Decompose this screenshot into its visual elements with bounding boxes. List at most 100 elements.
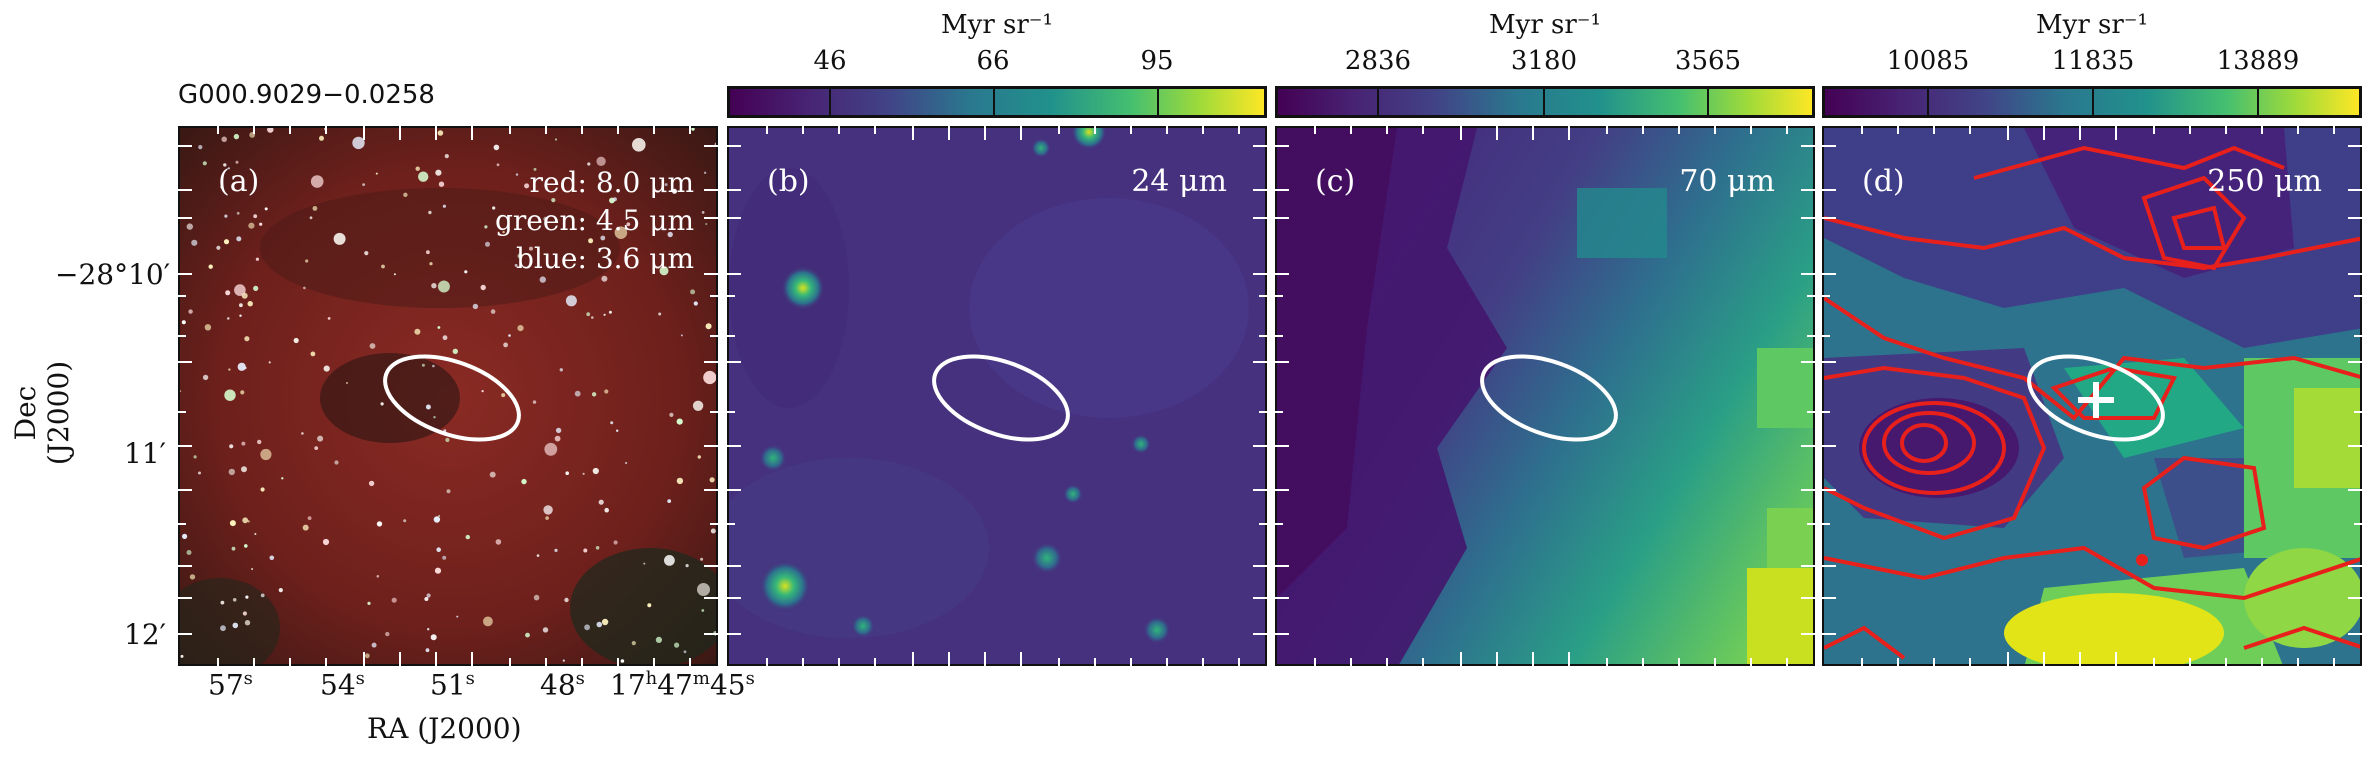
panel-a-legend: red: 8.0 μm green: 4.5 μm blue: 3.6 μm	[495, 164, 694, 278]
star	[260, 487, 265, 492]
colorbar-b	[727, 86, 1267, 118]
star	[592, 467, 599, 475]
star	[426, 250, 430, 255]
star	[303, 286, 306, 290]
star	[508, 334, 511, 337]
ra-tick-51: 51s	[430, 668, 475, 702]
star	[191, 239, 198, 246]
star	[242, 517, 249, 524]
star	[489, 471, 496, 478]
star	[502, 230, 505, 234]
colorbar-unit-b: Myr sr⁻¹	[941, 10, 1053, 40]
star	[244, 620, 251, 626]
colorbar-tick-b-3: 95	[1140, 46, 1174, 76]
star	[333, 232, 346, 245]
star	[437, 130, 444, 136]
star	[496, 163, 500, 167]
star	[364, 251, 369, 256]
star	[267, 128, 274, 133]
star	[701, 211, 705, 214]
star	[327, 317, 331, 320]
star	[680, 334, 683, 337]
star	[334, 460, 339, 465]
legend-blue: blue: 3.6 μm	[516, 242, 694, 275]
star	[314, 446, 319, 450]
star	[375, 172, 378, 175]
star	[223, 239, 230, 245]
star	[302, 524, 309, 531]
star	[591, 392, 597, 397]
colorbar-tick-c-2: 3180	[1510, 46, 1578, 76]
star	[709, 477, 715, 483]
star	[545, 516, 549, 520]
star	[554, 138, 558, 141]
colorbar-unit-d: Myr sr⁻¹	[2036, 10, 2148, 40]
star	[517, 253, 523, 259]
star	[703, 171, 707, 174]
star	[198, 145, 203, 150]
star	[667, 231, 673, 238]
star	[435, 169, 442, 176]
star	[236, 211, 240, 215]
star	[307, 516, 312, 520]
star	[432, 364, 435, 368]
star	[301, 432, 304, 435]
star	[352, 136, 365, 150]
star	[236, 236, 242, 242]
star	[369, 343, 376, 349]
star	[481, 390, 484, 393]
colorbar-b-gradient	[730, 89, 1264, 115]
ra-tick-17h47m45s: 17h47m45s	[610, 668, 755, 702]
star	[223, 163, 227, 167]
star	[596, 156, 606, 166]
star	[544, 442, 558, 456]
ra-tick-48: 48s	[540, 668, 585, 702]
star	[385, 631, 390, 637]
colorbar-tick-c-1: 2836	[1344, 46, 1412, 76]
star	[224, 389, 236, 401]
star	[227, 167, 230, 170]
panel-b-label: (b)	[767, 164, 810, 199]
star	[247, 301, 253, 307]
star	[391, 597, 397, 603]
panel-a-label: (a)	[218, 164, 260, 199]
colorbar-d-gradient	[1825, 89, 2359, 115]
star	[533, 167, 537, 171]
star	[533, 594, 540, 601]
panel-b-wavelength: 24 μm	[1131, 164, 1227, 199]
panel-d-source-cross	[2078, 382, 2114, 418]
star	[591, 316, 594, 319]
panel-b-source-ellipse	[932, 354, 1070, 442]
star	[368, 480, 375, 487]
star	[433, 416, 436, 419]
legend-red: red: 8.0 μm	[529, 166, 694, 199]
star	[220, 186, 223, 189]
colorbar-unit-c: Myr sr⁻¹	[1489, 10, 1601, 40]
star	[431, 283, 437, 289]
x-axis-label: RA (J2000)	[367, 712, 522, 745]
star	[232, 598, 237, 602]
panel-a-rgb-image: (a) red: 8.0 μm green: 4.5 μm blue: 3.6 …	[178, 126, 718, 666]
star	[241, 466, 247, 473]
star	[376, 575, 380, 578]
star	[257, 439, 262, 445]
star	[188, 309, 193, 314]
star	[317, 435, 324, 442]
star	[425, 648, 430, 653]
star	[697, 583, 710, 596]
star	[664, 555, 675, 566]
colorbar-d	[1822, 86, 2362, 118]
star	[525, 632, 530, 638]
star	[426, 593, 431, 598]
star	[631, 641, 636, 646]
panel-d-source-ellipse	[2027, 354, 2165, 442]
star	[269, 555, 275, 561]
star	[180, 654, 184, 658]
colorbar-tick-c-3: 3565	[1674, 46, 1742, 76]
star	[480, 284, 486, 291]
star	[445, 437, 450, 443]
dec-tick-11: 11′	[124, 437, 166, 470]
star	[565, 471, 569, 476]
star	[310, 351, 316, 357]
star	[551, 198, 556, 203]
